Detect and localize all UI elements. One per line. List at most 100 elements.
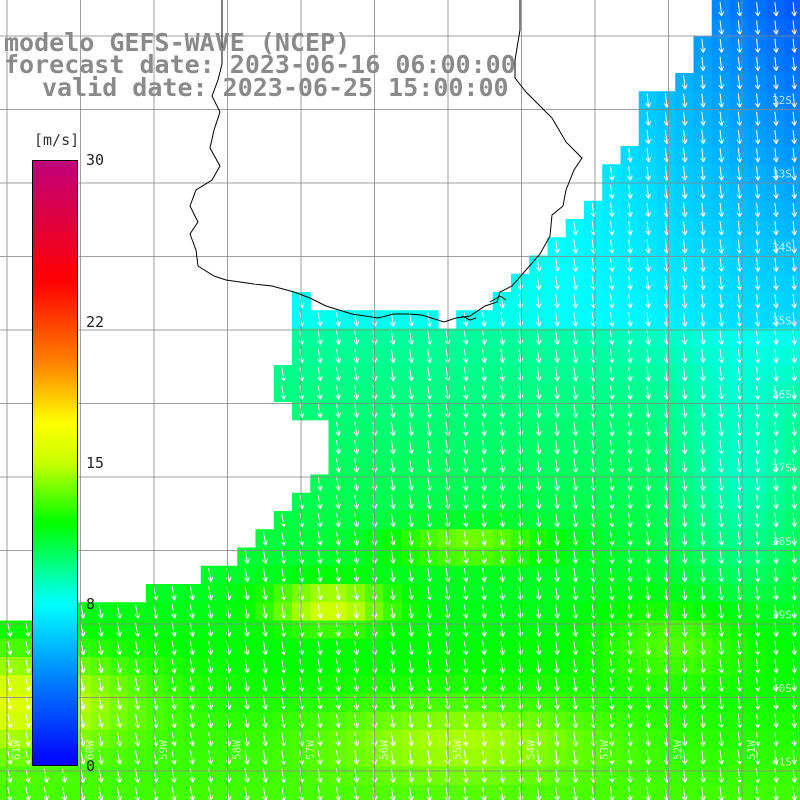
wind-arrow bbox=[627, 239, 633, 254]
wind-arrow bbox=[736, 294, 743, 309]
wind-arrow bbox=[681, 659, 688, 674]
wind-speed-cell bbox=[200, 784, 220, 800]
wind-arrow bbox=[627, 184, 633, 199]
wind-arrow bbox=[736, 221, 743, 236]
wind-arrow bbox=[791, 275, 797, 291]
wind-arrow bbox=[791, 732, 797, 747]
wind-arrow bbox=[535, 695, 542, 710]
forecast-date: forecast date: 2023-06-16 06:00:00 bbox=[4, 50, 516, 79]
wind-arrow bbox=[754, 622, 761, 637]
wind-arrow bbox=[134, 695, 141, 710]
wind-arrow bbox=[554, 294, 560, 309]
wind-arrow bbox=[681, 531, 688, 546]
wind-arrow bbox=[627, 367, 633, 382]
wind-arrow bbox=[736, 239, 743, 254]
wind-arrow bbox=[718, 184, 725, 199]
wind-arrow bbox=[681, 330, 688, 345]
wind-arrow bbox=[390, 458, 396, 473]
wind-arrow bbox=[627, 476, 633, 491]
wind-arrow bbox=[572, 221, 579, 236]
wind-arrow bbox=[171, 713, 177, 729]
wind-arrow bbox=[189, 750, 195, 765]
wind-arrow bbox=[317, 604, 323, 619]
wind-arrow bbox=[608, 275, 615, 291]
wind-arrow bbox=[426, 330, 433, 345]
wind-arrow bbox=[554, 732, 560, 747]
wind-arrow bbox=[608, 695, 615, 710]
wind-arrow bbox=[627, 421, 633, 437]
wind-arrow bbox=[681, 604, 688, 619]
wind-arrow bbox=[718, 166, 725, 181]
wind-arrow bbox=[463, 312, 469, 327]
wind-arrow bbox=[554, 257, 560, 272]
wind-arrow bbox=[718, 549, 725, 564]
wind-arrow bbox=[262, 659, 268, 674]
wind-arrow bbox=[736, 148, 743, 163]
wind-arrow bbox=[481, 659, 487, 674]
wind-arrow bbox=[773, 421, 779, 437]
wind-arrow bbox=[681, 166, 688, 181]
wind-arrow bbox=[791, 458, 797, 473]
wind-arrow bbox=[426, 622, 433, 637]
longitude-label: 58W bbox=[231, 740, 244, 760]
wind-speed-cell bbox=[784, 146, 800, 165]
wind-arrow bbox=[572, 732, 579, 747]
wind-arrow bbox=[535, 531, 542, 546]
wind-arrow bbox=[481, 330, 487, 345]
wind-arrow bbox=[262, 750, 268, 765]
wind-speed-cell bbox=[784, 36, 800, 56]
wind-arrow bbox=[791, 713, 797, 729]
wind-arrow bbox=[773, 659, 779, 674]
wind-arrow bbox=[554, 330, 560, 345]
wind-arrow bbox=[572, 640, 579, 656]
wind-arrow bbox=[554, 239, 560, 254]
wind-arrow bbox=[736, 622, 743, 637]
wind-arrow bbox=[608, 202, 615, 218]
wind-arrow bbox=[554, 713, 560, 729]
wind-arrow bbox=[535, 367, 542, 382]
wind-arrow bbox=[426, 458, 433, 473]
wind-arrow bbox=[645, 549, 652, 564]
wind-arrow bbox=[535, 713, 542, 729]
wind-arrow bbox=[608, 476, 615, 491]
wind-arrow bbox=[773, 677, 779, 692]
wind-arrow bbox=[463, 330, 469, 345]
wind-arrow bbox=[535, 476, 542, 491]
wind-arrow bbox=[773, 257, 779, 272]
wind-speed-cell bbox=[784, 0, 800, 19]
wind-speed-cell bbox=[109, 784, 129, 800]
wind-arrow bbox=[353, 786, 360, 800]
wind-arrow bbox=[426, 440, 433, 455]
wind-arrow bbox=[335, 713, 341, 729]
wind-arrow bbox=[390, 385, 396, 400]
wind-arrow bbox=[98, 622, 104, 637]
wind-arrow bbox=[280, 677, 287, 692]
wind-arrow bbox=[754, 129, 761, 145]
wind-arrow bbox=[736, 403, 743, 418]
wind-arrow bbox=[499, 476, 506, 491]
wind-arrow bbox=[280, 586, 287, 601]
wind-speed-cell bbox=[584, 784, 603, 800]
wind-arrow bbox=[463, 732, 469, 747]
wind-arrow bbox=[700, 750, 706, 765]
wind-arrow bbox=[718, 622, 725, 637]
wind-arrow bbox=[390, 586, 396, 601]
wind-arrow bbox=[262, 531, 268, 546]
wind-arrow bbox=[645, 659, 652, 674]
wind-arrow bbox=[481, 385, 487, 400]
wind-arrow bbox=[791, 513, 797, 528]
wind-arrow bbox=[645, 239, 652, 254]
wind-arrow bbox=[463, 640, 469, 656]
wind-arrow bbox=[718, 312, 725, 327]
wind-arrow bbox=[700, 202, 706, 218]
wind-arrow bbox=[481, 531, 487, 546]
wind-arrow bbox=[481, 695, 487, 710]
wind-arrow bbox=[463, 586, 469, 601]
wind-arrow bbox=[627, 732, 633, 747]
wind-arrow bbox=[608, 166, 615, 181]
coastline bbox=[189, 0, 583, 323]
wind-arrow bbox=[627, 221, 633, 236]
wind-arrow bbox=[335, 513, 341, 528]
wind-arrow bbox=[499, 586, 506, 601]
